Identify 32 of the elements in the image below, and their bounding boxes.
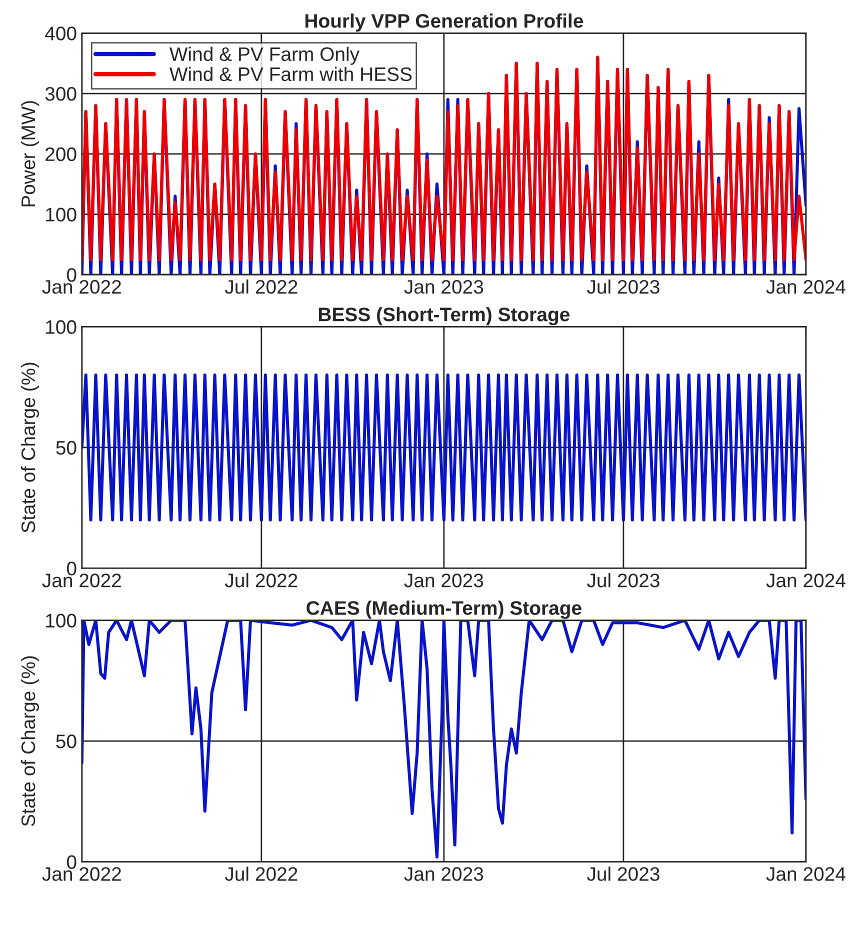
y-axis-title: State of Charge (%) — [20, 362, 40, 532]
x-tick-label: Jan 2024 — [766, 867, 846, 881]
x-tick-label: Jul 2023 — [587, 279, 660, 294]
x-tick-label: Jul 2023 — [587, 866, 660, 881]
y-tick-label: 300 — [45, 86, 76, 101]
chart-title: BESS (Short-Term) Storage — [319, 307, 570, 326]
chart-title: Hourly VPP Generation Profile — [305, 14, 584, 32]
y-tick-label: 100 — [46, 320, 76, 334]
x-tick-label: Jul 2022 — [224, 279, 298, 294]
x-tick-label: Jan 2024 — [766, 280, 846, 294]
legend-label: Wind & PV Farm with HESS — [169, 66, 412, 82]
y-axis-title: Power (MW) — [20, 101, 40, 206]
x-tick-label: Jan 2024 — [766, 574, 846, 588]
y-tick-label: 0 — [66, 562, 76, 576]
line-series — [82, 620, 806, 858]
y-tick-label: 50 — [56, 440, 76, 455]
y-tick-label: 0 — [66, 855, 76, 870]
y-tick-label: 0 — [66, 268, 76, 282]
chart-title: CAES (Medium-Term) Storage — [306, 600, 582, 619]
y-tick-label: 100 — [46, 614, 76, 628]
x-tick-label: Jul 2022 — [224, 866, 298, 881]
x-tick-label: Jan 2023 — [404, 574, 484, 588]
x-tick-label: Jan 2023 — [404, 867, 484, 881]
x-tick-label: Jul 2023 — [587, 573, 660, 588]
y-tick-label: 200 — [46, 147, 76, 162]
y-axis-title: State of Charge (%) — [20, 656, 40, 826]
y-tick-label: 400 — [45, 26, 76, 40]
x-tick-label: Jan 2023 — [404, 280, 484, 294]
y-tick-label: 100 — [46, 208, 76, 222]
y-tick-label: 50 — [56, 734, 76, 748]
legend-label: Wind & PV Farm Only — [169, 46, 360, 65]
x-tick-label: Jul 2022 — [224, 573, 298, 588]
